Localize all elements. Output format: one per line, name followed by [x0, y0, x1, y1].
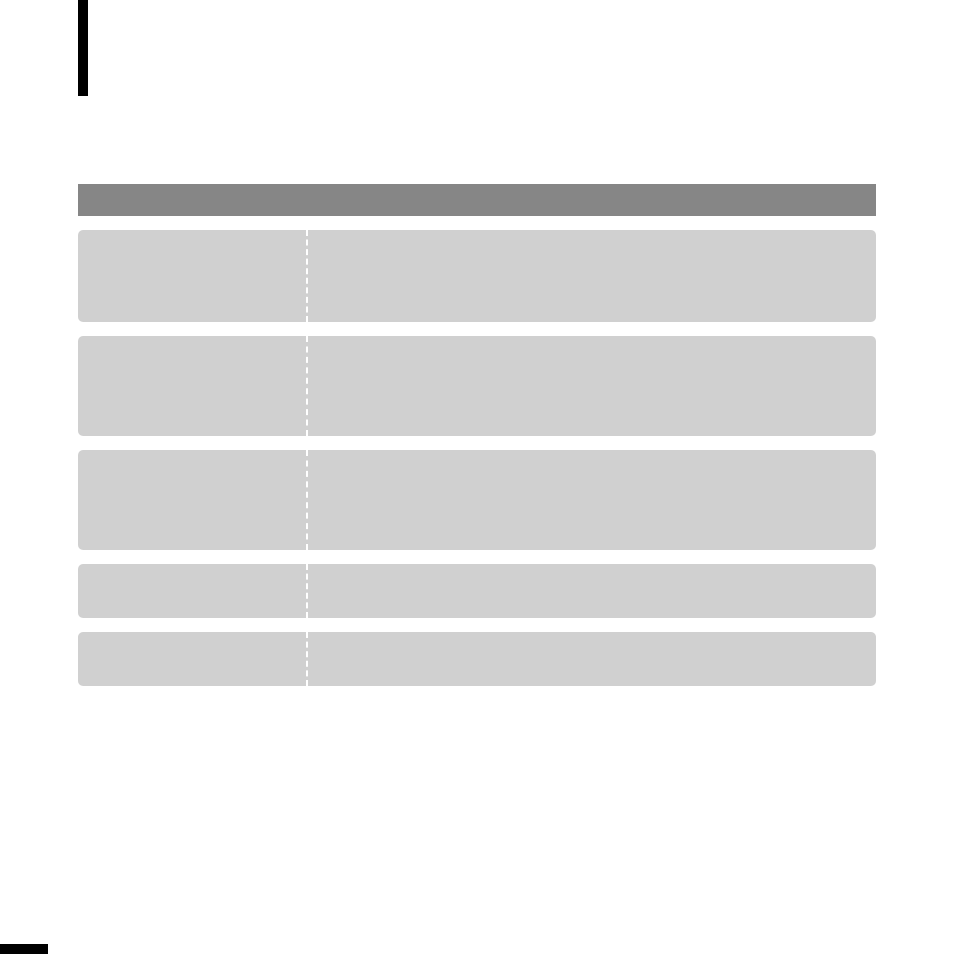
row-divider: [306, 450, 308, 550]
row-left-cell: [78, 564, 306, 618]
top-marker-bar: [78, 0, 88, 96]
row-left-cell: [78, 632, 306, 686]
table-row: [78, 336, 876, 436]
row-left-cell: [78, 230, 306, 322]
table-row: [78, 230, 876, 322]
row-right-cell: [306, 336, 876, 436]
row-right-cell: [306, 564, 876, 618]
row-divider: [306, 632, 308, 686]
row-right-cell: [306, 632, 876, 686]
bottom-marker-bar: [0, 944, 48, 954]
row-right-cell: [306, 230, 876, 322]
row-left-cell: [78, 336, 306, 436]
table-container: [78, 184, 876, 686]
row-divider: [306, 230, 308, 322]
row-divider: [306, 564, 308, 618]
table-row: [78, 450, 876, 550]
table-row: [78, 632, 876, 686]
row-left-cell: [78, 450, 306, 550]
table-header-bar: [78, 184, 876, 216]
table-row: [78, 564, 876, 618]
row-right-cell: [306, 450, 876, 550]
table-rows: [78, 230, 876, 686]
row-divider: [306, 336, 308, 436]
